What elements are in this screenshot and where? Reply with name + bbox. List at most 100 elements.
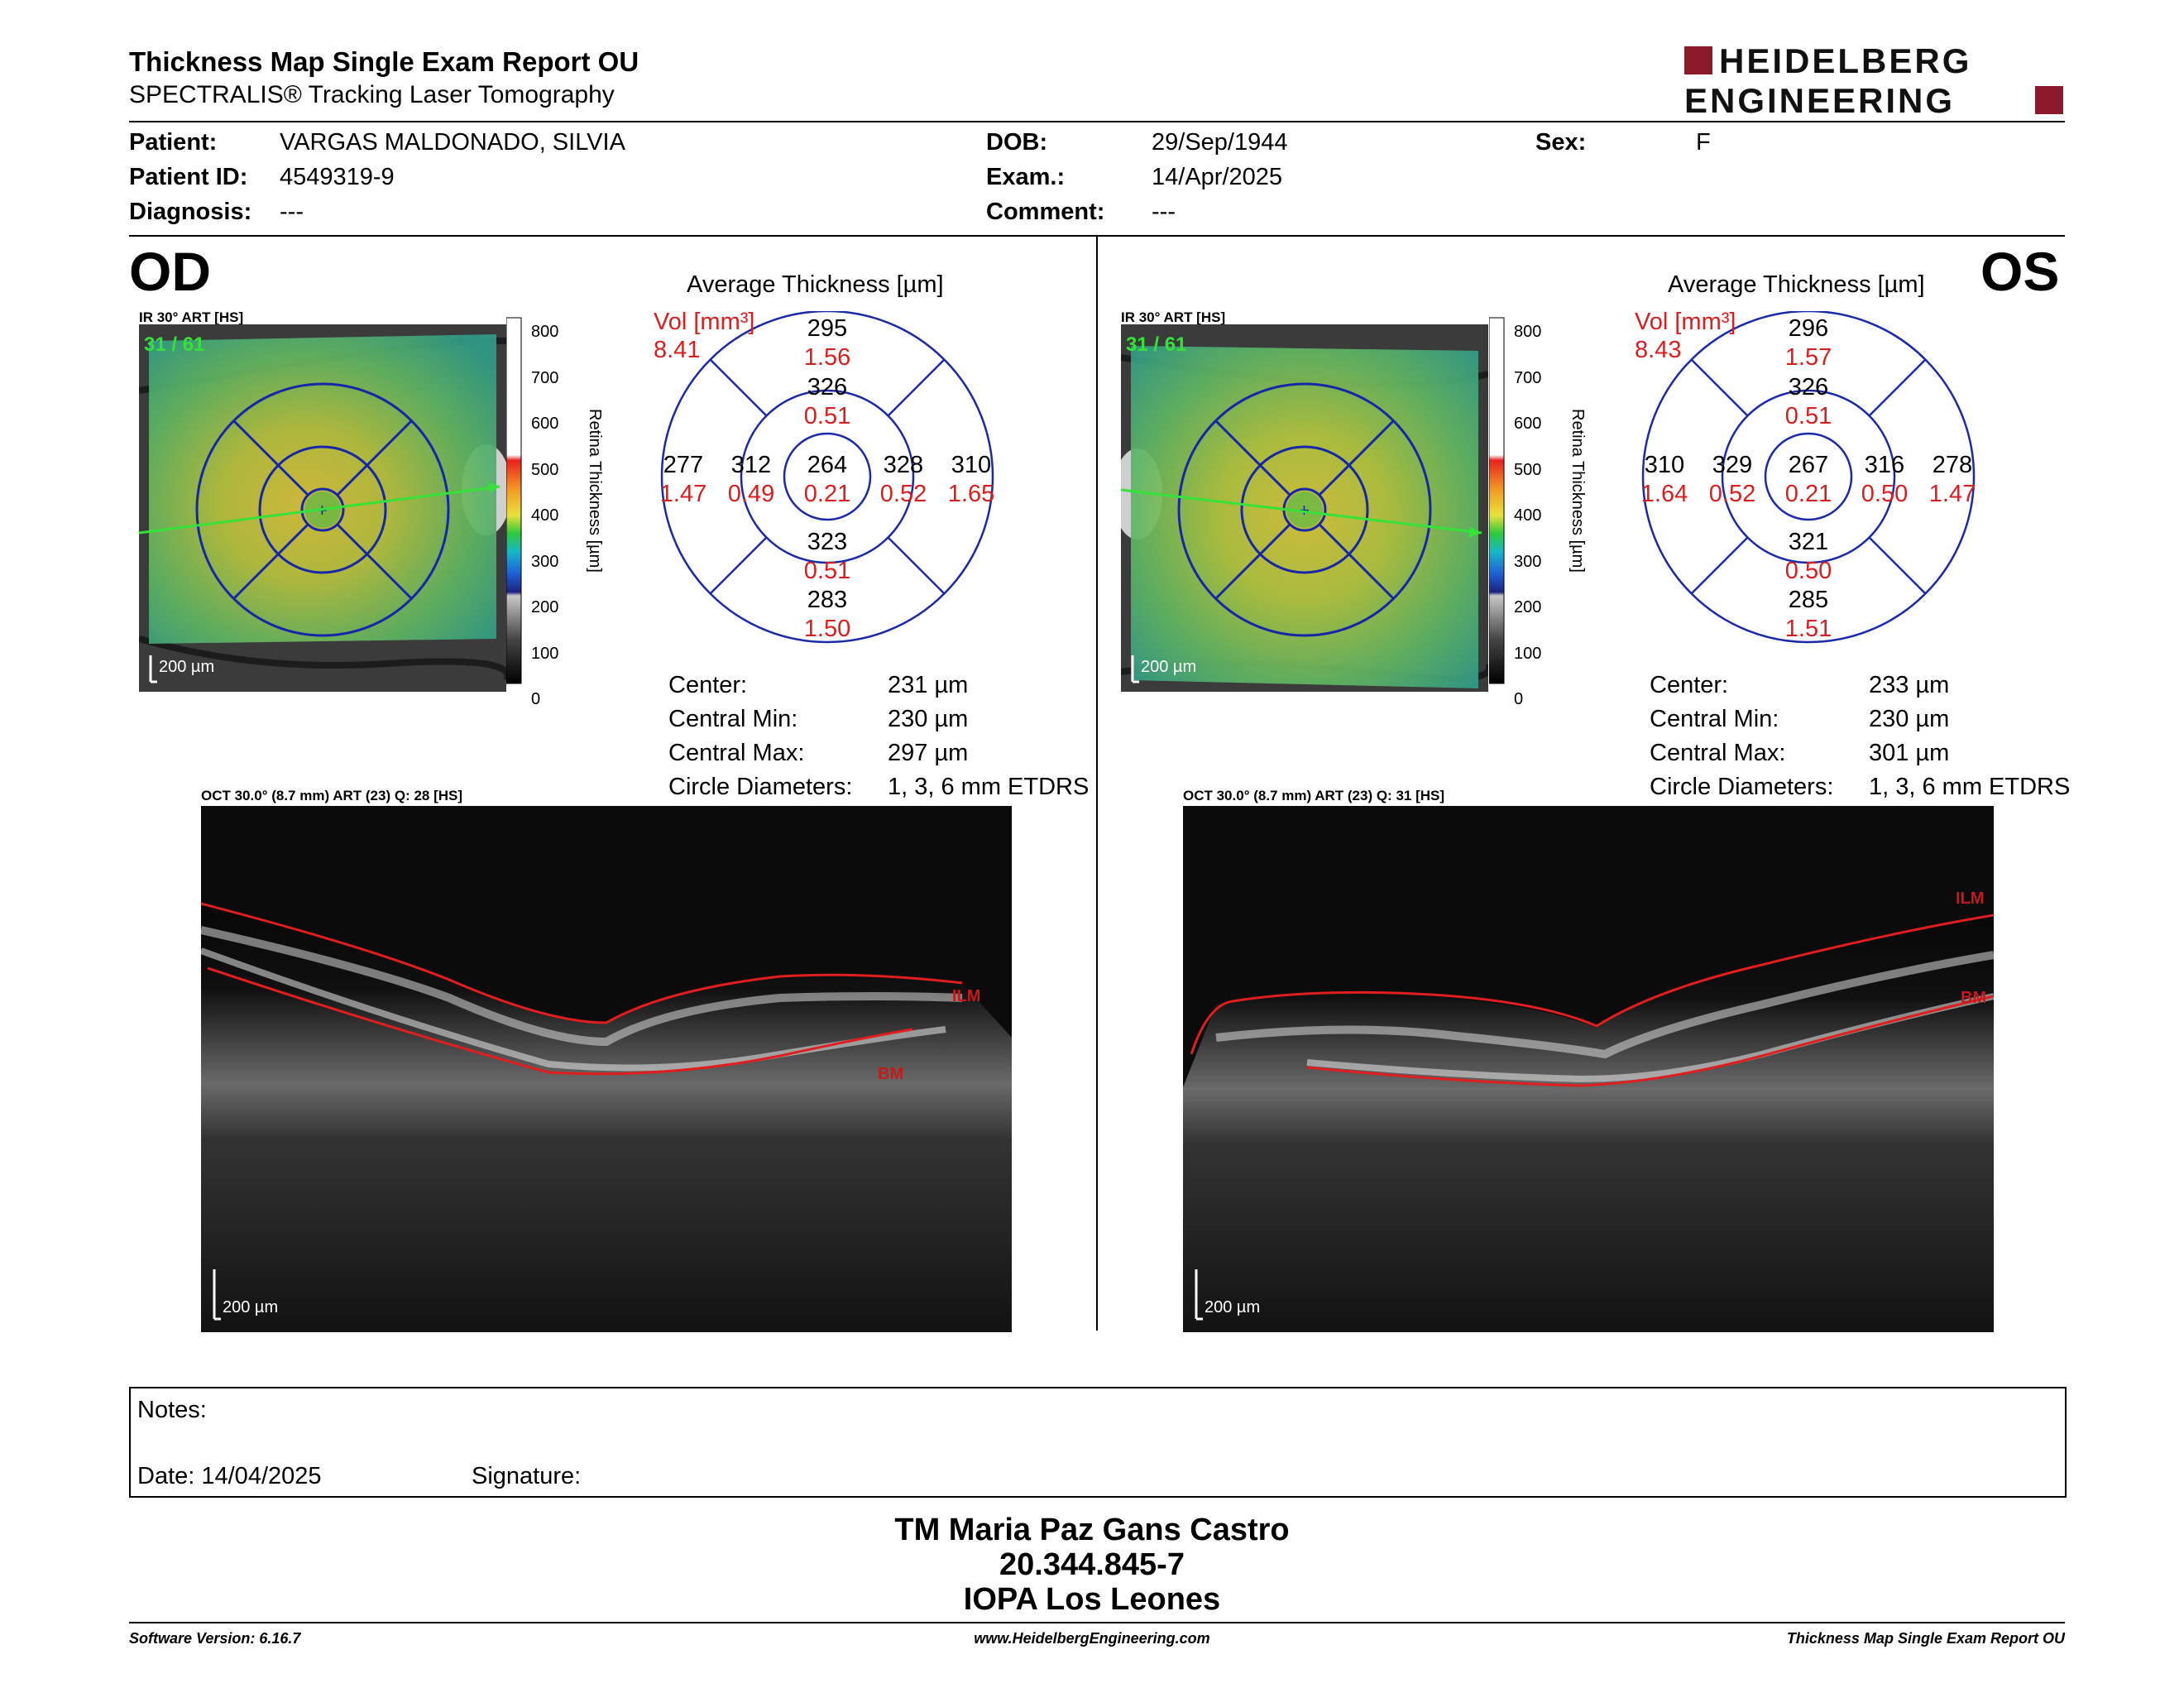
od-ir-scale: 200 µm bbox=[159, 658, 214, 676]
os-outer-left-vol: 1.64 bbox=[1641, 481, 1688, 507]
od-eye-label: OD bbox=[129, 241, 211, 302]
os-ir-caption: IR 30° ART [HS] bbox=[1121, 309, 1226, 325]
od-ir-count: 31 / 61 bbox=[144, 333, 204, 356]
comment-label: Comment: bbox=[986, 199, 1105, 225]
od-inner-sup-thk: 326 bbox=[807, 374, 847, 400]
brand-line-2: ENGINEERING bbox=[1684, 81, 1955, 117]
footer-software: Software Version: 6.16.7 bbox=[129, 1630, 301, 1647]
os-inner-right-vol: 0.50 bbox=[1861, 481, 1908, 507]
od-etdrs-grid: 295 1.56 326 0.51 264 0.21 323 0.51 283 … bbox=[654, 309, 1001, 659]
os-ir-scale: 200 µm bbox=[1141, 658, 1196, 676]
od-colorbar: 800 700 600 500 400 300 200 100 0 Retina Thick… bbox=[505, 309, 606, 708]
os-inner-left-vol: 0.52 bbox=[1709, 481, 1755, 507]
os-outer-right-vol: 1.47 bbox=[1929, 481, 1976, 507]
od-bm-label: BM bbox=[878, 1065, 903, 1083]
od-inner-inf-thk: 323 bbox=[807, 529, 847, 555]
os-inner-sup-vol: 0.51 bbox=[1785, 403, 1832, 429]
os-colorbar-ticks: 800 700 600 500 400 300 200 100 0 bbox=[1514, 323, 1542, 708]
os-colorbar-label: Retina Thickness [µm] bbox=[1569, 409, 1587, 573]
patient-id: 4549319-9 bbox=[280, 164, 395, 190]
od-outer-left-vol: 1.47 bbox=[660, 481, 706, 507]
dob-label: DOB: bbox=[986, 129, 1048, 156]
report-subtitle: SPECTRALIS® Tracking Laser Tomography bbox=[129, 81, 615, 108]
notes-box: Notes: Date: 14/04/2025 Signature: bbox=[129, 1387, 2067, 1498]
os-outer-sup-thk: 296 bbox=[1789, 315, 1828, 342]
od-center-vol: 0.21 bbox=[804, 481, 850, 507]
notes-label: Notes: bbox=[137, 1397, 207, 1423]
od-inner-left-thk: 312 bbox=[731, 452, 771, 478]
od-oct-image: ILM BM 200 µm bbox=[199, 806, 1012, 1332]
os-outer-left-thk: 310 bbox=[1645, 452, 1684, 478]
os-fundus-image: + 31 / 61 200 µm bbox=[1113, 324, 1493, 692]
os-ir-count: 31 / 61 bbox=[1126, 333, 1186, 356]
od-oct-scale: 200 µm bbox=[223, 1298, 278, 1316]
signer-name: TM Maria Paz Gans Castro bbox=[894, 1513, 1290, 1547]
od-outer-left-thk: 277 bbox=[663, 452, 703, 478]
od-avg-title: Average Thickness [µm] bbox=[687, 271, 944, 298]
diagnosis-value: --- bbox=[280, 199, 304, 225]
os-inner-right-thk: 316 bbox=[1865, 452, 1904, 478]
signer-org: IOPA Los Leones bbox=[963, 1582, 1221, 1617]
od-outer-sup-vol: 1.56 bbox=[804, 344, 850, 371]
od-colorbar-ticks: 800 700 600 500 400 300 200 100 0 bbox=[531, 323, 559, 708]
os-ilm-label: ILM bbox=[1956, 890, 1984, 908]
od-colorbar-label: Retina Thickness [µm] bbox=[586, 409, 604, 573]
os-outer-sup-vol: 1.57 bbox=[1785, 344, 1832, 371]
od-inner-right-thk: 328 bbox=[884, 452, 923, 478]
os-outer-inf-thk: 285 bbox=[1789, 587, 1828, 613]
heidelberg-logo: HEIDELBERG ENGINEERING bbox=[1681, 41, 2067, 120]
patient-name: VARGAS MALDONADO, SILVIA bbox=[280, 129, 625, 156]
os-inner-sup-thk: 326 bbox=[1789, 374, 1828, 400]
od-stats-values: 231 µm 230 µm 297 µm 1, 3, 6 mm ETDRS bbox=[888, 672, 1090, 800]
od-inner-inf-vol: 0.51 bbox=[804, 558, 850, 584]
od-outer-right-vol: 1.65 bbox=[948, 481, 994, 507]
od-inner-sup-vol: 0.51 bbox=[804, 403, 850, 429]
os-vol-label: Vol [mm³] bbox=[1635, 309, 1736, 335]
od-outer-inf-thk: 283 bbox=[807, 587, 847, 613]
od-outer-inf-vol: 1.50 bbox=[804, 616, 850, 642]
notes-date: Date: 14/04/2025 bbox=[137, 1463, 322, 1489]
os-stats-labels: Center: Central Min: Central Max: Circle D… bbox=[1650, 672, 1834, 800]
footer-website[interactable]: www.HeidelbergEngineering.com bbox=[974, 1630, 1210, 1647]
od-ir-caption: IR 30° ART [HS] bbox=[139, 309, 244, 325]
os-outer-right-thk: 278 bbox=[1933, 452, 1972, 478]
exam-value: 14/Apr/2025 bbox=[1152, 164, 1283, 190]
brand-line-1: HEIDELBERG bbox=[1719, 43, 1971, 80]
os-vol-value: 8.43 bbox=[1635, 337, 1682, 363]
od-center-thk: 264 bbox=[807, 452, 847, 478]
patient-id-label: Patient ID: bbox=[129, 164, 248, 190]
notes-signature: Signature: bbox=[472, 1463, 582, 1489]
os-inner-inf-vol: 0.50 bbox=[1785, 558, 1832, 584]
os-oct-caption: OCT 30.0° (8.7 mm) ART (23) Q: 31 [HS] bbox=[1183, 788, 1445, 803]
os-oct-image: ILM BM 200 µm bbox=[1183, 806, 1995, 1332]
os-avg-title: Average Thickness [µm] bbox=[1668, 271, 1925, 298]
os-bm-label: BM bbox=[1961, 989, 1986, 1007]
sex-value: F bbox=[1696, 129, 1711, 156]
footer-report-name: Thickness Map Single Exam Report OU bbox=[1786, 1630, 2065, 1647]
diagnosis-label: Diagnosis: bbox=[129, 199, 252, 225]
sex-label: Sex: bbox=[1535, 129, 1587, 156]
report-title: Thickness Map Single Exam Report OU bbox=[129, 46, 639, 77]
os-stats-values: 233 µm 230 µm 301 µm 1, 3, 6 mm ETDRS bbox=[1869, 672, 2071, 800]
os-vol: Vol [mm³] 8.43 bbox=[1635, 308, 1736, 364]
os-oct-scale: 200 µm bbox=[1205, 1298, 1260, 1316]
os-eye-label: OS bbox=[1980, 241, 2060, 302]
od-inner-left-vol: 0.49 bbox=[728, 481, 774, 507]
os-inner-left-thk: 329 bbox=[1712, 452, 1752, 478]
od-fundus-image: + 31 / 61 200 µm bbox=[137, 324, 511, 692]
os-outer-inf-vol: 1.51 bbox=[1785, 616, 1832, 642]
od-vol-label: Vol [mm³] bbox=[654, 309, 755, 335]
dob-value: 29/Sep/1944 bbox=[1152, 129, 1288, 156]
od-vol-value: 8.41 bbox=[654, 337, 701, 363]
od-outer-right-thk: 310 bbox=[951, 452, 991, 478]
signer-id: 20.344.845-7 bbox=[999, 1547, 1185, 1582]
od-ilm-label: ILM bbox=[952, 987, 980, 1005]
os-center-vol: 0.21 bbox=[1785, 481, 1832, 507]
os-inner-inf-thk: 321 bbox=[1789, 529, 1828, 555]
os-center-thk: 267 bbox=[1789, 452, 1828, 478]
os-etdrs-grid: 296 1.57 326 0.51 267 0.21 321 0.50 285 … bbox=[1635, 309, 1982, 659]
od-inner-right-vol: 0.52 bbox=[880, 481, 927, 507]
exam-label: Exam.: bbox=[986, 164, 1066, 190]
od-oct-caption: OCT 30.0° (8.7 mm) ART (23) Q: 28 [HS] bbox=[201, 788, 463, 803]
os-colorbar: 800 700 600 500 400 300 200 100 0 Retina Thick… bbox=[1488, 309, 1588, 708]
